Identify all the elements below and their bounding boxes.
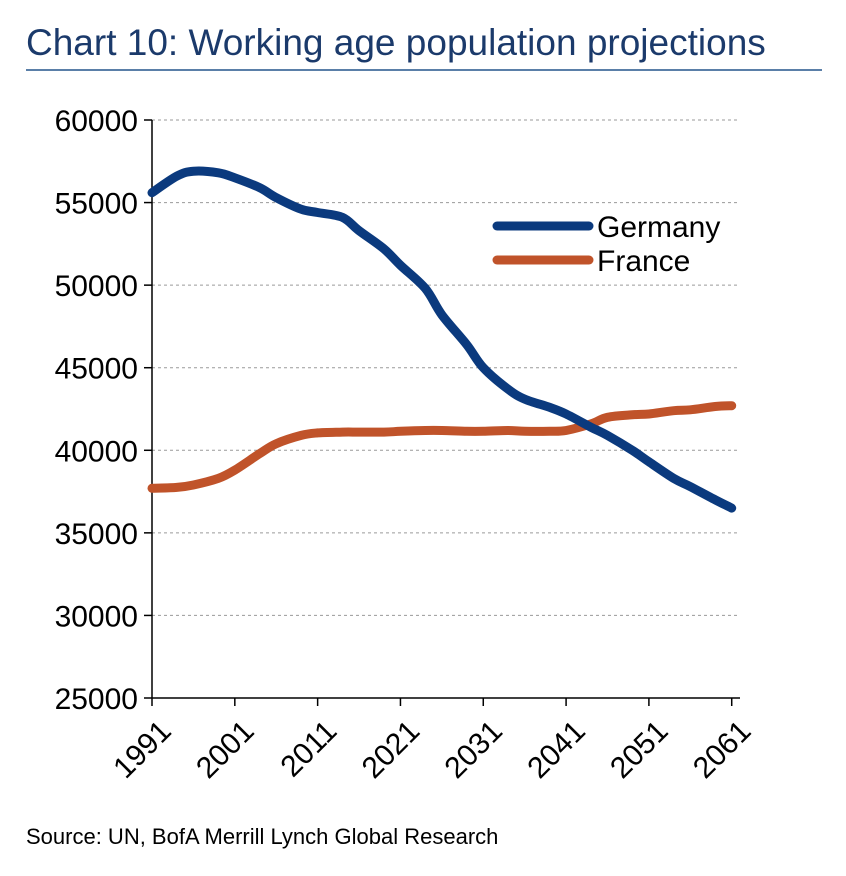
y-tick-label: 35000 <box>55 518 138 551</box>
x-tick-label: 2001 <box>190 714 261 785</box>
y-tick-label: 25000 <box>55 683 138 716</box>
title-underline <box>26 69 822 71</box>
x-tick-label: 2031 <box>439 714 510 785</box>
y-tick-label: 40000 <box>55 435 138 468</box>
source-note: Source: UN, BofA Merrill Lynch Global Re… <box>26 824 499 849</box>
y-tick-label: 30000 <box>55 600 138 633</box>
y-tick-label: 55000 <box>55 188 138 221</box>
legend-label-germany: Germany <box>597 211 720 244</box>
series-line-germany <box>147 166 737 513</box>
axes: 25000 30000 35000 40000 45000 50000 55000 60000… <box>55 105 758 785</box>
series-lines <box>147 166 737 513</box>
x-tick-label: 2041 <box>521 714 592 785</box>
y-tick-label: 45000 <box>55 353 138 386</box>
x-tick-label: 2061 <box>687 714 758 785</box>
x-tick-label: 2011 <box>274 714 343 783</box>
series-line-france <box>147 401 737 493</box>
y-tick-label: 60000 <box>55 105 138 138</box>
x-tick-label: 2051 <box>604 714 675 785</box>
chart-title: Chart 10: Working age population project… <box>26 22 766 63</box>
x-tick-label: 1991 <box>107 714 178 785</box>
legend-label-france: France <box>597 245 690 278</box>
y-tick-label: 50000 <box>55 270 138 303</box>
gridlines <box>152 119 740 616</box>
x-tick-label: 2021 <box>356 714 427 785</box>
